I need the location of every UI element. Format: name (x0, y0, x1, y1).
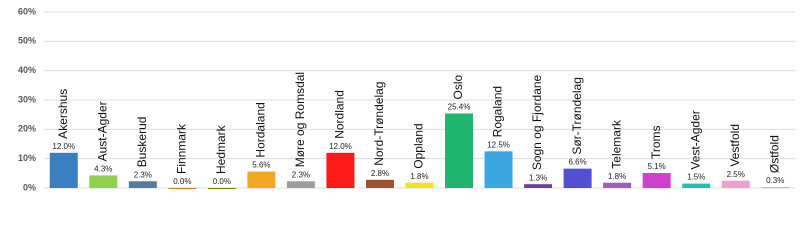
value-label: 4.3% (94, 164, 112, 173)
value-label: 5.1% (648, 162, 666, 171)
value-label: 25.4% (448, 103, 471, 112)
value-label: 1.8% (410, 172, 428, 181)
y-tick-label: 20% (18, 124, 36, 134)
bar (484, 151, 513, 188)
bar (168, 188, 197, 189)
category-label: Møre og Romsdal (293, 72, 307, 167)
bar (326, 152, 355, 188)
chart: 0% 10% 20% 30% 40% 50% 60% 12.0% Akershus 4.3% Aus… (18, 6, 795, 192)
category-label: Telemark (609, 119, 623, 169)
value-label: 2.3% (134, 170, 152, 179)
value-label: 0.3% (766, 176, 784, 185)
bar (445, 113, 474, 188)
bar (682, 183, 711, 188)
bar (642, 173, 671, 188)
bar (405, 182, 434, 188)
bar (49, 152, 78, 188)
category-label: Buskerud (135, 117, 149, 168)
category-label: Finnmark (175, 123, 189, 174)
category-label: Østfold (767, 135, 781, 173)
y-tick-label: 0% (23, 182, 36, 192)
value-label: 1.8% (608, 172, 626, 181)
bar (603, 182, 632, 188)
value-label: 12.0% (52, 142, 75, 151)
value-label: 2.3% (292, 170, 310, 179)
bar (286, 181, 315, 188)
bar (563, 168, 592, 188)
value-label: 5.6% (252, 161, 270, 170)
value-label: 1.3% (529, 173, 547, 182)
category-label: Hedmark (214, 124, 228, 174)
value-label: 2.5% (727, 170, 745, 179)
bar (365, 179, 394, 188)
category-label: Sør-Trøndelag (570, 77, 584, 155)
y-tick-label: 30% (18, 94, 36, 104)
value-label: 12.0% (329, 142, 352, 151)
value-label: 12.5% (487, 140, 510, 149)
value-label: 6.6% (568, 158, 586, 167)
y-tick-label: 60% (18, 6, 36, 16)
value-label: 2.8% (371, 169, 389, 178)
bar (128, 181, 157, 188)
bar (524, 184, 553, 188)
y-tick-label: 50% (18, 36, 36, 46)
value-label: 0.0% (213, 177, 231, 186)
bar (207, 188, 236, 189)
category-label: Nord-Trøndelag (372, 82, 386, 166)
category-label: Sogn og Fjordane (530, 74, 544, 170)
value-label: 0.0% (173, 177, 191, 186)
category-label: Vest-Agder (688, 110, 702, 169)
bar (761, 187, 790, 189)
category-label: Akershus (56, 89, 70, 139)
category-label: Hordaland (254, 102, 268, 157)
category-label: Rogaland (491, 86, 505, 137)
bar (721, 180, 750, 188)
category-label: Aust-Agder (95, 101, 109, 161)
bar (89, 175, 118, 188)
y-tick-label: 40% (18, 65, 36, 75)
category-label: Nordland (333, 90, 347, 139)
y-tick-label: 10% (18, 153, 36, 163)
category-label: Oslo (451, 74, 465, 99)
category-label: Troms (649, 125, 663, 159)
category-label: Vestfold (728, 124, 742, 167)
bar (247, 171, 276, 188)
value-label: 1.5% (687, 173, 705, 182)
category-label: Oppland (412, 123, 426, 168)
